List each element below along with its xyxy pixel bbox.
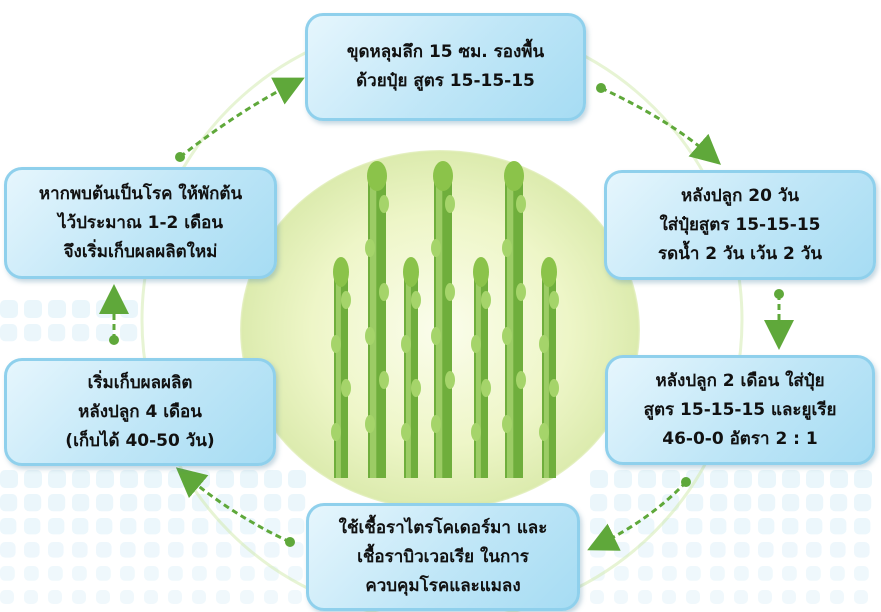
- arrow-step2-to-step3: [764, 289, 794, 350]
- step-2-line-3: รดน้ำ 2 วัน เว้น 2 วัน: [658, 243, 822, 264]
- arrow-step3-to-step4: [587, 477, 691, 551]
- arrow-step5-to-step6: [99, 284, 129, 345]
- step-5-line-3: (เก็บได้ 40-50 วัน): [65, 430, 215, 451]
- step-5-box: เริ่มเก็บผลผลิต หลังปลูก 4 เดือน (เก็บได…: [4, 358, 276, 466]
- asparagus-spear: [471, 257, 491, 478]
- asparagus-spear: [502, 161, 526, 478]
- step-6-line-3: จึงเริ่มเก็บผลผลิตใหม่: [63, 241, 218, 262]
- step-2-line-1: หลังปลูก 20 วัน: [680, 185, 800, 206]
- arrow-step4-to-step5: [175, 467, 295, 547]
- step-4-box: ใช้เชื้อราไตรโคเดอร์มา และ เชื้อราบิวเวอ…: [306, 503, 580, 611]
- step-6-box: หากพบต้นเป็นโรค ให้พักต้น ไว้ประมาณ 1-2 …: [4, 167, 277, 279]
- asparagus-spear: [401, 257, 421, 478]
- step-4-line-2: เชื้อราบิวเวอเรีย ในการ: [357, 546, 529, 567]
- asparagus-spear: [431, 161, 455, 478]
- step-1-line-2: ด้วยปุ๋ย สูตร 15-15-15: [356, 71, 535, 91]
- step-5-line-2: หลังปลูก 4 เดือน: [78, 401, 202, 422]
- step-3-box: หลังปลูก 2 เดือน ใส่ปุ๋ย สูตร 15-15-15 แ…: [605, 355, 875, 465]
- arrow-step1-to-step2: [596, 83, 722, 165]
- step-6-line-2: ไว้ประมาณ 1-2 เดือน: [58, 212, 223, 233]
- step-2-line-2: ใส่ปุ๋ยสูตร 15-15-15: [659, 214, 821, 235]
- step-4-line-1: ใช้เชื้อราไตรโคเดอร์มา และ: [338, 517, 548, 538]
- step-1-box: ขุดหลุมลึก 15 ซม. รองพื้น ด้วยปุ๋ย สูตร …: [305, 13, 586, 121]
- step-3-line-2: สูตร 15-15-15 และยูเรีย: [643, 399, 837, 420]
- step-1-line-1: ขุดหลุมลึก 15 ซม. รองพื้น: [346, 42, 545, 62]
- asparagus-spear: [365, 161, 389, 478]
- step-3-line-1: หลังปลูก 2 เดือน ใส่ปุ๋ย: [655, 370, 825, 391]
- arrow-step6-to-step1: [175, 77, 305, 162]
- asparagus-spear: [331, 257, 351, 478]
- asparagus-spear: [539, 257, 559, 478]
- step-6-line-1: หากพบต้นเป็นโรค ให้พักต้น: [38, 183, 243, 204]
- step-2-box: หลังปลูก 20 วัน ใส่ปุ๋ยสูตร 15-15-15 รดน…: [604, 170, 876, 280]
- step-5-line-1: เริ่มเก็บผลผลิต: [87, 372, 193, 393]
- step-4-line-3: ควบคุมโรคและแมลง: [365, 575, 521, 596]
- step-3-line-3: 46-0-0 อัตรา 2 : 1: [662, 428, 818, 449]
